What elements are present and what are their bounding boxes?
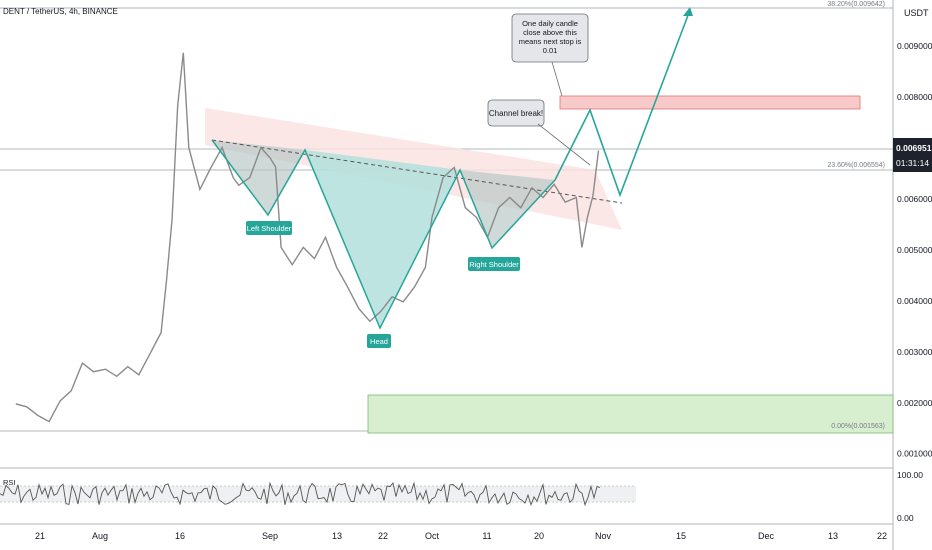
x-tick-label: 20 xyxy=(534,531,544,541)
y-tick-label: 0.006000 xyxy=(897,194,932,204)
price-axis[interactable]: 0.009000 0.008000 0.006000 0.005000 0.004000… xyxy=(897,41,932,459)
projection-line xyxy=(554,9,691,198)
rsi-band xyxy=(0,486,636,502)
price-line xyxy=(15,52,600,423)
rsi-tick-100: 100.00 xyxy=(897,470,923,480)
daily-close-line: One daily candle xyxy=(522,19,578,28)
x-tick-label: Nov xyxy=(595,531,612,541)
x-tick-label: 16 xyxy=(175,531,185,541)
daily-close-pointer xyxy=(551,61,563,97)
channel-break-pointer xyxy=(537,123,591,166)
x-tick-label: 21 xyxy=(35,531,45,541)
time-axis[interactable]: 21 Aug 16 Sep 13 22 Oct 11 20 Nov 15 Dec 13 22 xyxy=(35,531,887,541)
pattern-outline xyxy=(211,139,556,330)
daily-close-line: close above this xyxy=(523,28,577,37)
x-tick-label: 22 xyxy=(877,531,887,541)
y-tick-label: 0.003000 xyxy=(897,347,932,357)
x-tick-label: Dec xyxy=(758,531,775,541)
head-fill xyxy=(305,150,460,328)
head-label: Head xyxy=(370,337,388,346)
y-tick-label: 0.004000 xyxy=(897,296,932,306)
x-tick-label: Aug xyxy=(92,531,108,541)
x-tick-label: Sep xyxy=(262,531,278,541)
fib-382-label: 38.20%(0.009642) xyxy=(827,1,885,8)
rsi-tick-0: 0.00 xyxy=(897,513,914,523)
right-shoulder-label: Right Shoulder xyxy=(469,260,519,269)
projection-arrowhead xyxy=(683,7,693,16)
daily-close-text: One daily candle close above this means ne… xyxy=(519,19,582,55)
channel-break-callout[interactable] xyxy=(487,99,545,127)
x-tick-label: 13 xyxy=(332,531,342,541)
daily-close-line: means next stop is xyxy=(519,37,582,46)
y-tick-label: 0.005000 xyxy=(897,245,932,255)
left-shoulder-fill xyxy=(212,140,305,215)
y-tick-label: 0.002000 xyxy=(897,398,932,408)
rsi-label: RSI xyxy=(3,478,16,487)
resistance-zone xyxy=(559,95,861,110)
right-shoulder-badge xyxy=(468,257,520,271)
y-tick-label: 0.008000 xyxy=(897,92,932,102)
price-tag-countdown: 01:31:14 xyxy=(896,158,929,168)
price-tag xyxy=(893,138,932,172)
x-tick-label: 22 xyxy=(378,531,388,541)
y-tick-label: 0.009000 xyxy=(897,41,932,51)
x-tick-label: 13 xyxy=(828,531,838,541)
channel-break-text: Channel break! xyxy=(489,109,543,118)
y-tick-label: 0.001000 xyxy=(897,449,932,459)
support-zone xyxy=(367,394,894,434)
head-badge xyxy=(367,334,391,348)
left-shoulder-badge xyxy=(246,221,292,235)
fib-0-label: 0.00%(0.001563) xyxy=(831,423,885,430)
x-tick-label: 11 xyxy=(482,531,491,541)
daily-close-line: 0.01 xyxy=(543,46,558,55)
neckline xyxy=(211,139,623,204)
currency-label: USDT xyxy=(904,8,929,18)
x-tick-label: 15 xyxy=(676,531,686,541)
daily-close-callout[interactable] xyxy=(511,13,589,63)
rsi-line xyxy=(0,481,601,507)
chart-title: DENT / TetherUS, 4h, BINANCE xyxy=(3,7,118,16)
price-tag-value: 0.006951 xyxy=(896,143,932,153)
fib-236-label: 23.60%(0.006554) xyxy=(827,162,885,169)
x-tick-label: Oct xyxy=(425,531,440,541)
left-shoulder-label: Left Shoulder xyxy=(247,224,292,233)
